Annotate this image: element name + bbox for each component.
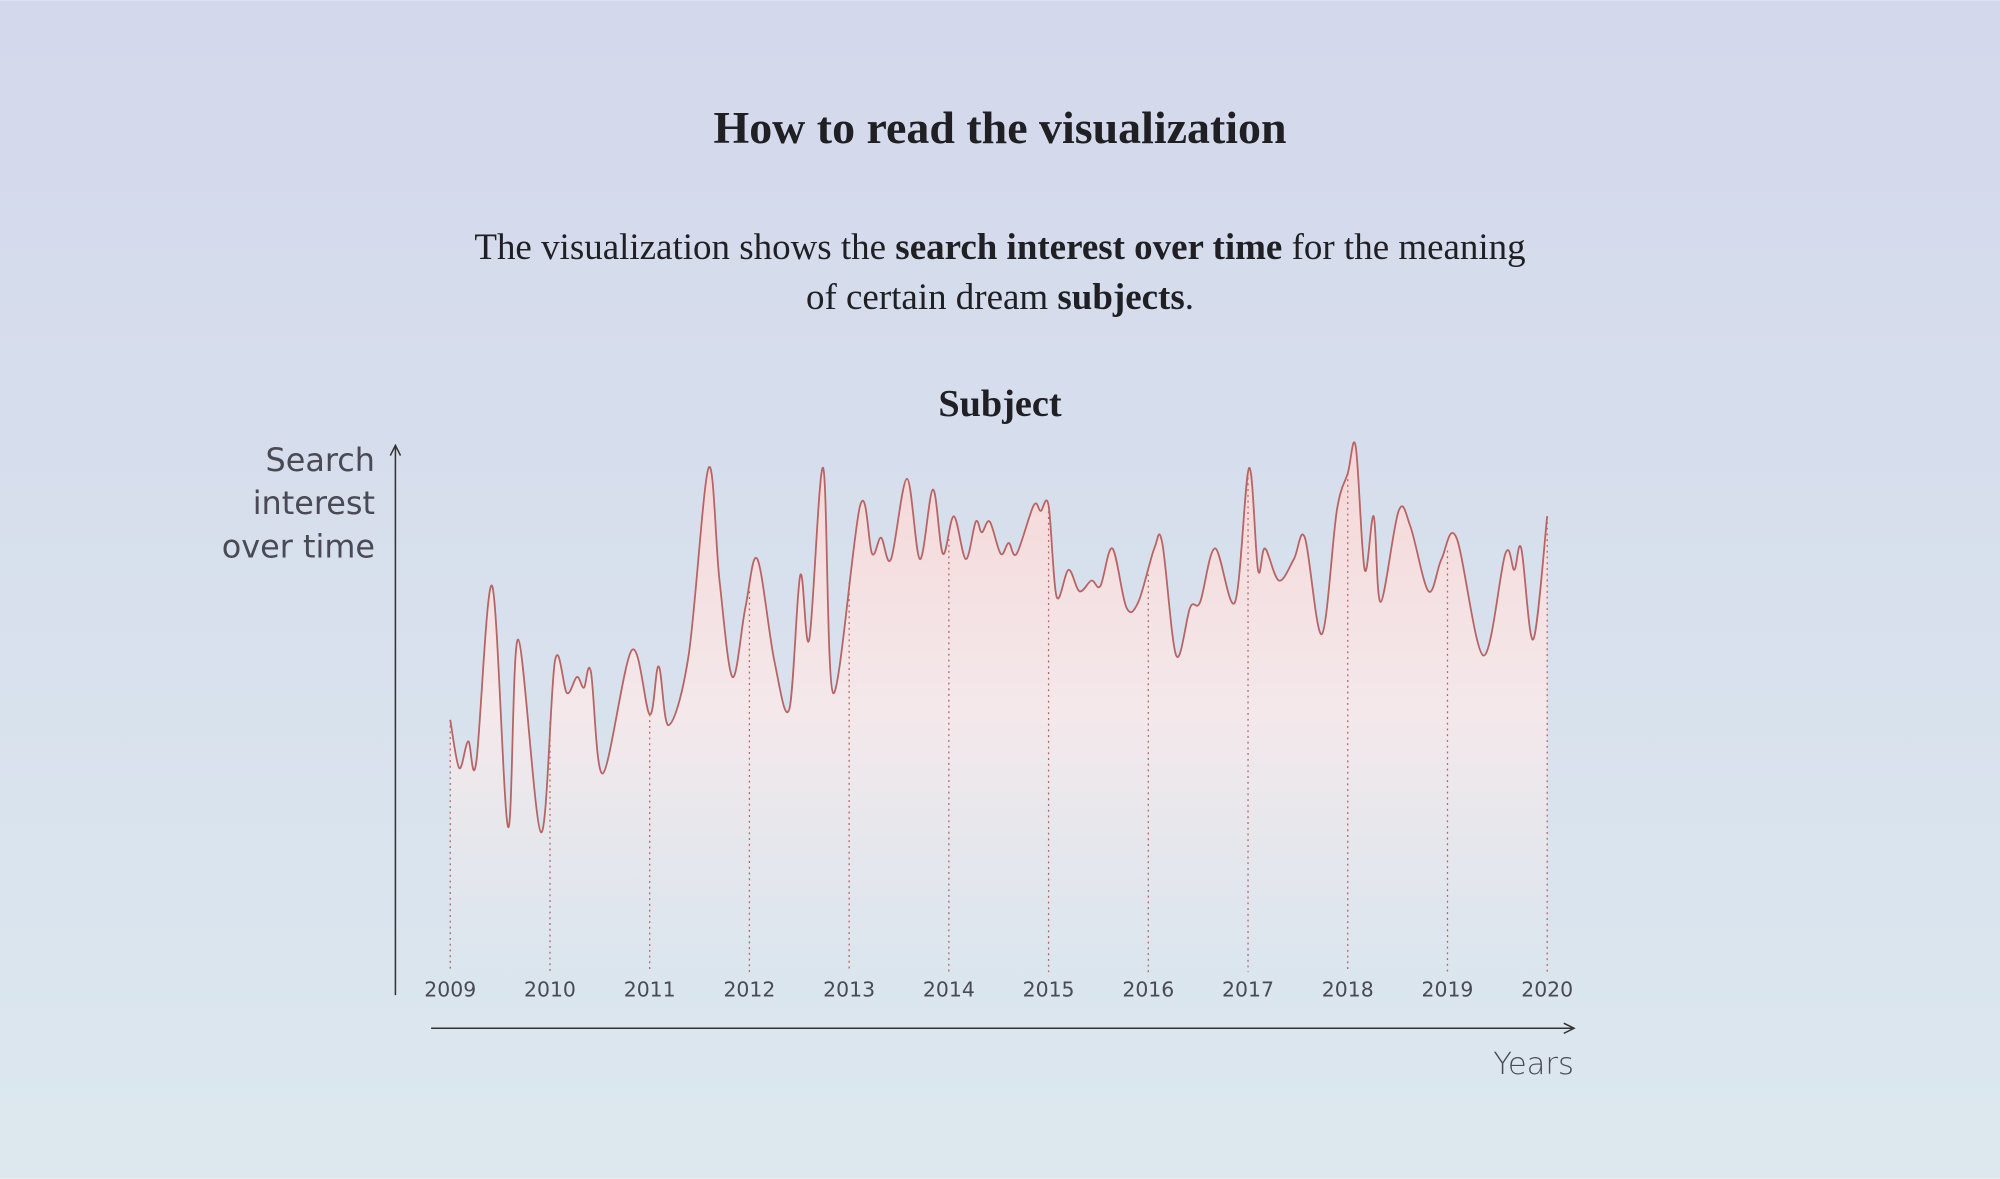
x-tick-label: 2020 <box>1521 977 1573 1001</box>
x-tick-label: 2014 <box>923 977 975 1001</box>
y-axis-label: over time <box>222 528 375 566</box>
description-line: The visualization shows the search inter… <box>474 226 1525 267</box>
y-axis-label: interest <box>253 484 375 522</box>
x-tick-label: 2011 <box>624 977 676 1001</box>
text-run: for the meaning <box>1282 226 1525 267</box>
text-run: The visualization shows the <box>474 226 895 267</box>
chart-title: Subject <box>938 383 1062 425</box>
y-axis-label: Search <box>265 441 375 479</box>
x-tick-label: 2019 <box>1422 977 1474 1001</box>
page-title: How to read the visualization <box>714 102 1287 153</box>
x-tick-label: 2012 <box>723 977 775 1001</box>
text-run-bold: subjects <box>1057 276 1184 317</box>
description-line: of certain dream subjects. <box>806 276 1194 317</box>
x-tick-label: 2010 <box>524 977 576 1001</box>
text-run: . <box>1185 276 1194 317</box>
x-tick-label: 2017 <box>1222 977 1274 1001</box>
x-tick-label: 2009 <box>424 977 476 1001</box>
x-tick-label: 2018 <box>1322 977 1374 1001</box>
x-tick-label: 2013 <box>823 977 875 1001</box>
x-tick-label: 2015 <box>1023 977 1075 1001</box>
text-run: of certain dream <box>806 276 1057 317</box>
area <box>450 442 1548 983</box>
x-axis-label: Years <box>1493 1047 1574 1082</box>
text-run-bold: search interest over time <box>895 226 1282 267</box>
line <box>449 441 1549 834</box>
x-tick-label: 2016 <box>1122 977 1174 1001</box>
